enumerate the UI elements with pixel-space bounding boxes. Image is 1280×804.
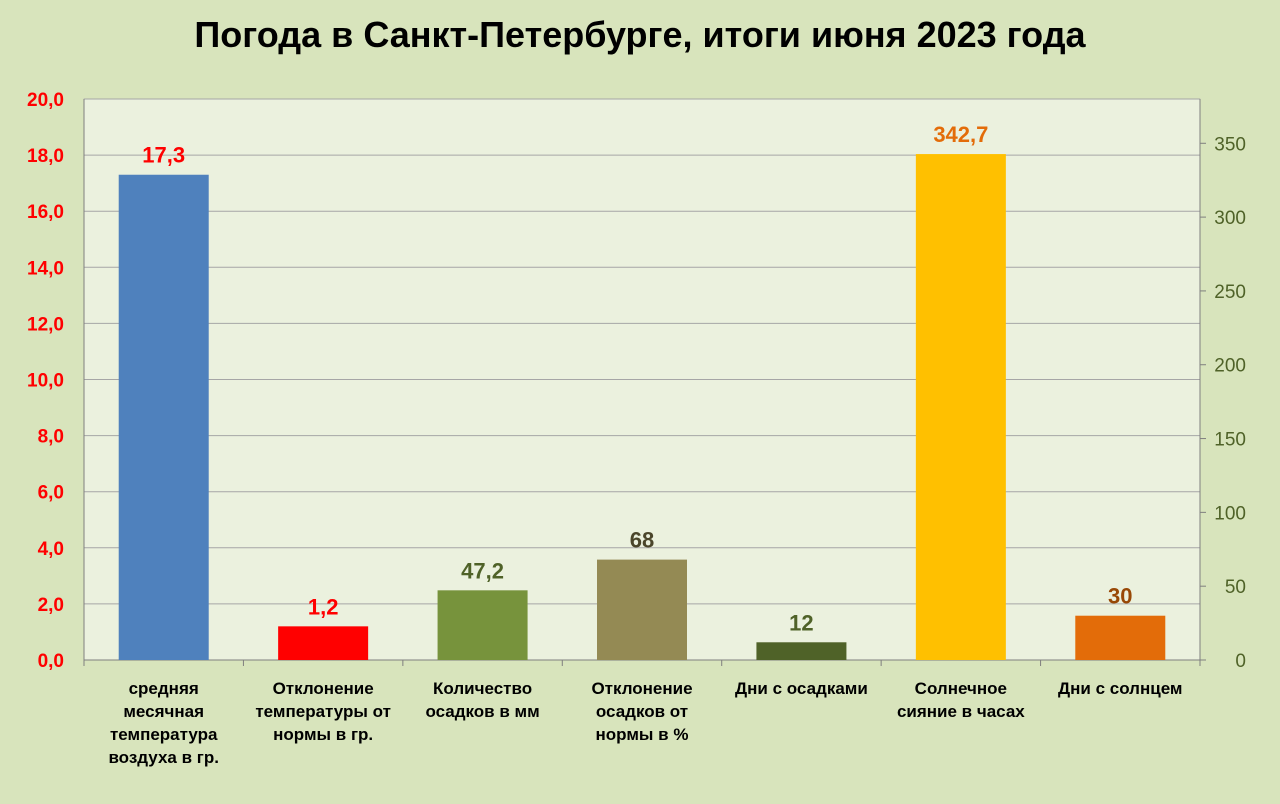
bar xyxy=(756,642,847,660)
y-left-tick-label: 12,0 xyxy=(27,314,64,335)
y-left-tick-label: 20,0 xyxy=(27,90,64,111)
x-category-label: Количество осадков в мм xyxy=(425,679,540,721)
x-category-label: Дни с осадками xyxy=(735,679,868,698)
bar xyxy=(1075,615,1166,660)
x-category-label: средняя месячная температура воздуха в гр. xyxy=(108,679,219,767)
bar xyxy=(437,590,528,660)
bar-value-label: 17,3 xyxy=(142,143,185,168)
y-right-tick-label: 150 xyxy=(1214,430,1246,451)
y-right-tick-label: 0 xyxy=(1235,651,1246,672)
bar-value-label: 342,7 xyxy=(933,122,988,147)
y-right-tick-label: 250 xyxy=(1214,282,1246,303)
bar xyxy=(597,559,687,660)
y-left-tick-label: 8,0 xyxy=(38,427,64,448)
x-category-label: Отклонение температуры от нормы в гр. xyxy=(255,679,391,744)
y-right-tick-label: 200 xyxy=(1214,356,1246,377)
y-left-tick-label: 6,0 xyxy=(38,483,64,504)
y-left-tick-label: 16,0 xyxy=(27,202,64,223)
bar-value-label: 47,2 xyxy=(461,558,504,583)
bar-value-label: 68 xyxy=(630,528,654,553)
y-left-tick-label: 14,0 xyxy=(27,258,64,279)
y-left-tick-label: 0,0 xyxy=(38,651,64,672)
y-right-tick-label: 350 xyxy=(1214,134,1246,155)
y-left-tick-label: 2,0 xyxy=(38,595,64,616)
y-left-tick-label: 18,0 xyxy=(27,146,64,167)
y-right-tick-label: 300 xyxy=(1214,208,1246,229)
x-category-label: Дни с солнцем xyxy=(1058,679,1183,698)
y-left-tick-label: 10,0 xyxy=(27,371,64,392)
bar-value-label: 30 xyxy=(1108,584,1132,609)
x-category-label: Отклонение осадков от нормы в % xyxy=(591,679,693,744)
y-right-tick-label: 100 xyxy=(1214,503,1246,524)
bar xyxy=(915,154,1006,660)
y-left-tick-label: 4,0 xyxy=(38,539,64,560)
chart-title: Погода в Санкт-Петербурге, итоги июня 20… xyxy=(194,14,1086,55)
bar xyxy=(118,174,209,661)
x-category-label: Солнечное сияние в часах xyxy=(896,679,1025,721)
y-right-tick-label: 50 xyxy=(1225,577,1246,598)
bar-value-label: 12 xyxy=(789,610,813,635)
bar xyxy=(278,626,369,660)
bar-value-label: 1,2 xyxy=(308,594,339,619)
